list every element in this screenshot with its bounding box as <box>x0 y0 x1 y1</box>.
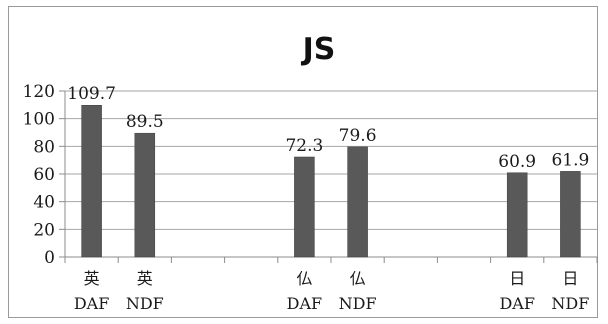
y-tick-label: 40 <box>33 193 55 213</box>
bar <box>347 146 368 258</box>
x-tick-label: NDF <box>339 294 377 313</box>
x-tick-label: 英 <box>84 269 100 288</box>
bar-chart: JS 0 20 40 60 80 100 120 109.7 89.5 72.3 79.6 60.9… <box>23 32 598 313</box>
data-label: 79.6 <box>339 126 377 146</box>
x-tick-label: 日 <box>562 269 578 288</box>
x-tick-label: NDF <box>126 294 164 313</box>
y-tick-label: 80 <box>33 137 55 157</box>
x-tick-label: 仏 <box>350 269 366 288</box>
x-tick-label: DAF <box>499 294 534 313</box>
x-tick-label: 日 <box>509 269 525 288</box>
bar <box>134 132 156 258</box>
x-tick-label: DAF <box>74 294 109 313</box>
data-label: 60.9 <box>498 152 536 172</box>
y-tick-label: 100 <box>23 110 55 130</box>
y-tick-label: 20 <box>33 220 55 240</box>
bar <box>294 156 315 258</box>
y-axis: 0 20 40 60 80 100 120 <box>23 82 66 268</box>
y-tick-label: 60 <box>33 165 55 185</box>
data-label: 109.7 <box>67 84 116 104</box>
x-tick-label: 仏 <box>296 269 312 288</box>
y-tick-label: 0 <box>44 248 55 268</box>
data-label: 72.3 <box>285 136 323 156</box>
x-tick-label: DAF <box>287 294 322 313</box>
chart-frame: JS 0 20 40 60 80 100 120 109.7 89.5 72.3 79.6 60.9… <box>8 6 598 318</box>
bars <box>81 104 581 258</box>
data-label: 89.5 <box>126 112 164 132</box>
x-tick-label: NDF <box>551 294 589 313</box>
bar <box>560 171 581 258</box>
y-tick-label: 120 <box>23 82 55 102</box>
x-tick-label: 英 <box>137 269 153 288</box>
bar <box>506 172 528 258</box>
chart-title: JS <box>301 32 336 67</box>
x-axis: 英 DAF 英 NDF 仏 DAF 仏 NDF 日 DAF 日 NDF <box>64 257 598 313</box>
data-label: 61.9 <box>551 150 589 170</box>
bar <box>81 104 102 258</box>
data-labels: 109.7 89.5 72.3 79.6 60.9 61.9 <box>67 84 589 172</box>
